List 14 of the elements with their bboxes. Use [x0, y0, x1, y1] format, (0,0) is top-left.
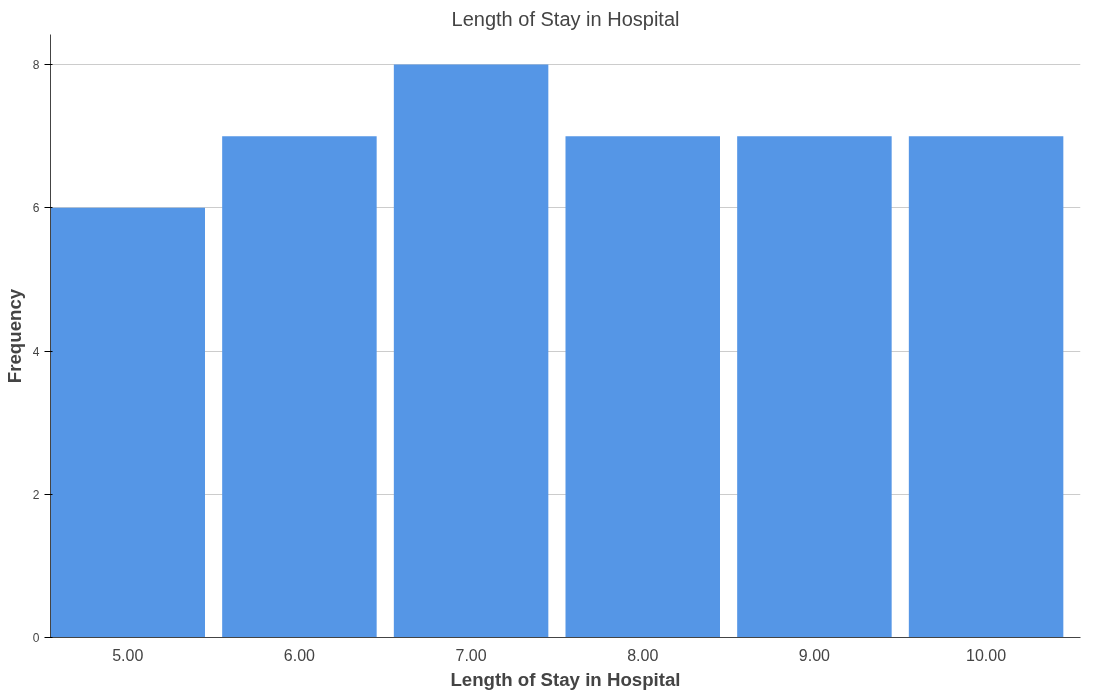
y-axis-title: Frequency [3, 288, 25, 384]
x-tick-label: 8.00 [627, 646, 659, 664]
y-tick-label: 4 [32, 344, 40, 359]
x-tick-label: 5.00 [112, 646, 144, 664]
x-tick-label: 6.00 [283, 646, 316, 664]
y-tick-label: 0 [32, 631, 40, 645]
x-tick-label: 10.00 [966, 646, 1007, 664]
x-tick-label: 9.00 [798, 646, 831, 664]
x-axis-title: Length of Stay in Hospital [450, 668, 681, 690]
chart-title: Length of Stay in Hospital [451, 7, 680, 30]
y-tick-label: 2 [32, 487, 40, 502]
y-tick-label: 8 [32, 58, 40, 73]
x-tick-label: 7.00 [455, 646, 487, 664]
y-tick-label: 6 [32, 201, 40, 216]
